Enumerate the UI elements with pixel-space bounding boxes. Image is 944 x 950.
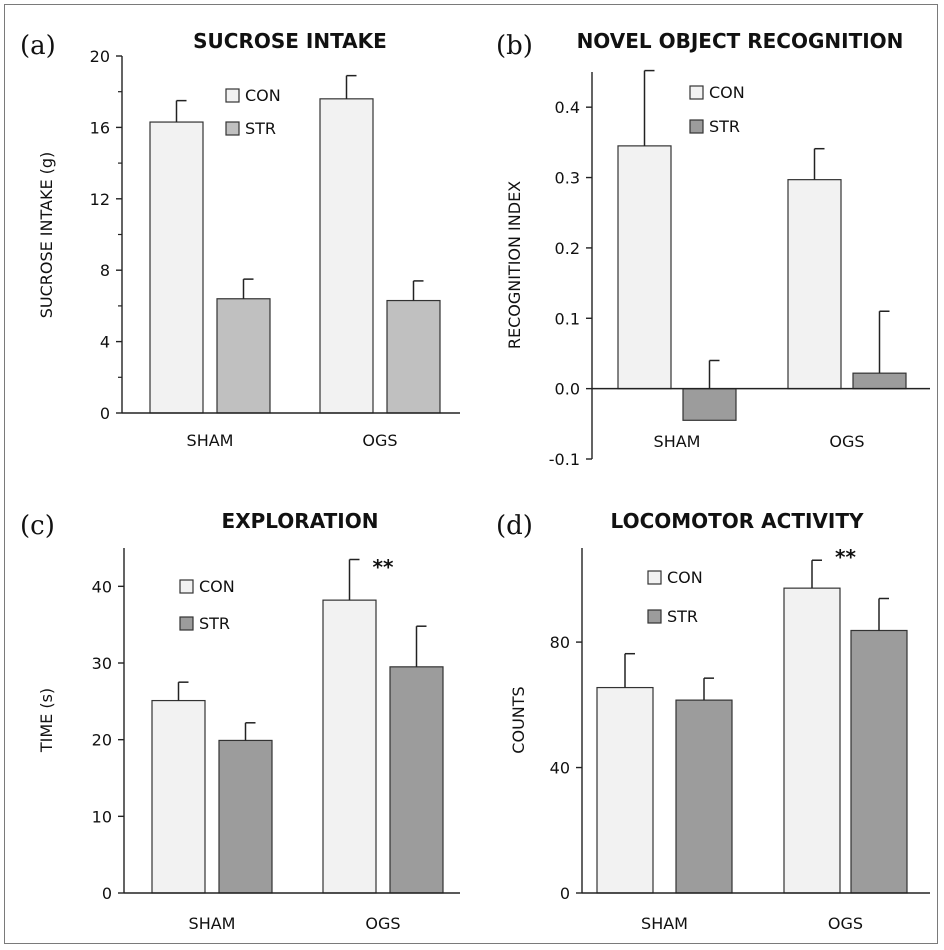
y-tick-label: 4	[100, 333, 110, 352]
legend-swatch	[179, 579, 194, 594]
bar	[783, 587, 841, 894]
legend-label: STR	[245, 119, 276, 138]
chart-panel-2: (b) NOVEL OBJECT RECOGNITION RECOGNITION I…	[496, 29, 930, 469]
legend-swatch	[179, 616, 194, 631]
x-tick-label: OGS	[362, 431, 397, 450]
bar	[319, 98, 374, 414]
bar	[617, 145, 672, 390]
legend-swatch	[647, 609, 662, 624]
chart-title: LOCOMOTOR ACTIVITY	[611, 509, 864, 533]
bar	[852, 372, 907, 390]
panel-letter: (b)	[496, 31, 533, 61]
x-tick-label: SHAM	[641, 914, 688, 933]
y-tick-label: 0	[100, 404, 110, 423]
y-tick-label: 0.2	[555, 239, 580, 258]
y-tick-label: 0.0	[555, 380, 580, 399]
bar	[216, 298, 271, 414]
x-tick-label: SHAM	[189, 914, 236, 933]
y-axis-label: TIME (s)	[37, 688, 56, 753]
bar	[386, 299, 441, 414]
bar	[149, 121, 204, 414]
x-tick-label: OGS	[828, 914, 863, 933]
y-tick-label: 80	[550, 633, 570, 652]
y-axis-label: RECOGNITION INDEX	[505, 181, 524, 349]
legend-swatch	[225, 121, 240, 136]
y-tick-label: 10	[92, 807, 112, 826]
panel-letter: (d)	[496, 511, 533, 541]
legend-label: CON	[667, 568, 703, 587]
y-tick-label: -0.1	[549, 450, 580, 469]
bar	[850, 629, 908, 894]
x-tick-label: SHAM	[654, 432, 701, 451]
y-tick-label: 0	[102, 884, 112, 903]
y-tick-label: 40	[550, 759, 570, 778]
bar	[787, 179, 842, 390]
bar	[218, 739, 273, 894]
chart-title: EXPLORATION	[222, 509, 379, 533]
bar	[682, 388, 737, 421]
y-tick-label: 0.3	[555, 169, 580, 188]
legend-swatch	[689, 119, 704, 134]
panel-letter: (a)	[20, 31, 56, 61]
legend-label: CON	[709, 83, 745, 102]
y-tick-label: 0.1	[555, 309, 580, 328]
chart-title: SUCROSE INTAKE	[193, 29, 387, 53]
legend-swatch	[689, 85, 704, 100]
chart-panel-1: (a) SUCROSE INTAKE SUCROSE INTAKE (g) 0 4 8 12…	[20, 29, 460, 450]
chart-panel-4: (d) LOCOMOTOR ACTIVITY COUNTS 0 40 80 SHAM OGS *…	[496, 509, 930, 933]
significance-marker: **	[835, 545, 856, 569]
x-tick-label: OGS	[829, 432, 864, 451]
y-tick-label: 16	[90, 118, 110, 137]
bar	[389, 666, 444, 894]
legend-label: STR	[667, 607, 698, 626]
significance-marker: **	[373, 555, 394, 579]
legend-swatch	[647, 570, 662, 585]
y-tick-label: 8	[100, 261, 110, 280]
y-tick-label: 40	[92, 577, 112, 596]
legend-label: CON	[199, 577, 235, 596]
legend-label: CON	[245, 86, 281, 105]
bar	[596, 686, 654, 894]
legend-swatch	[225, 88, 240, 103]
panel-letter: (c)	[20, 511, 55, 541]
figure-border	[4, 4, 938, 944]
y-axis-label: SUCROSE INTAKE (g)	[37, 152, 56, 319]
bar	[675, 699, 733, 894]
y-axis-label: COUNTS	[509, 686, 528, 753]
legend-label: STR	[709, 117, 740, 136]
bar	[151, 699, 206, 894]
legend-label: STR	[199, 614, 230, 633]
y-tick-label: 12	[90, 190, 110, 209]
x-tick-label: OGS	[365, 914, 400, 933]
y-tick-label: 30	[92, 654, 112, 673]
chart-title: NOVEL OBJECT RECOGNITION	[577, 29, 904, 53]
y-tick-label: 0.4	[555, 98, 580, 117]
x-tick-label: SHAM	[187, 431, 234, 450]
y-tick-label: 20	[92, 731, 112, 750]
y-tick-label: 20	[90, 47, 110, 66]
chart-panel-3: (c) EXPLORATION TIME (s) 0 10 20 30 40 SHAM OGS **…	[20, 509, 460, 933]
bar	[322, 599, 377, 894]
y-tick-label: 0	[560, 884, 570, 903]
